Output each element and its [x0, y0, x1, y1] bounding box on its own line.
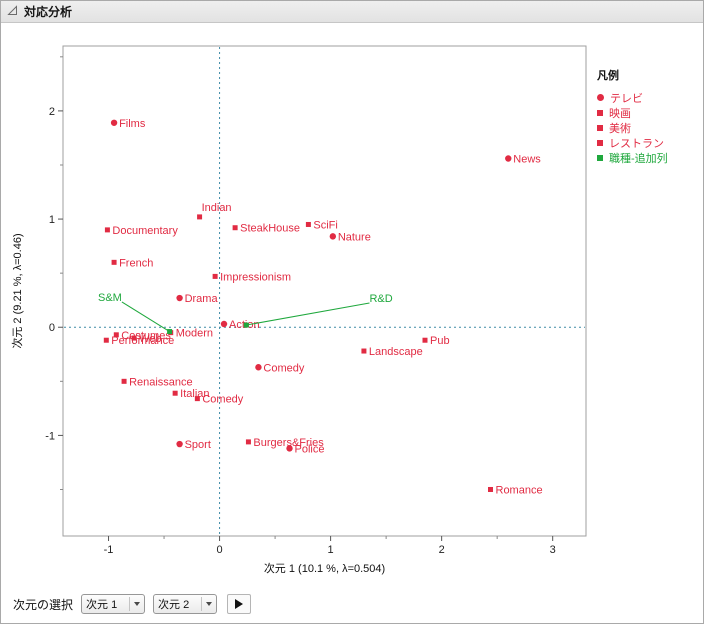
data-point-label: Renaissance — [129, 376, 193, 388]
data-point-label: Drama — [185, 293, 219, 305]
legend-item-movies[interactable]: 映画 — [597, 105, 668, 120]
data-point-marker[interactable] — [104, 227, 110, 233]
series-marker-icon — [597, 139, 603, 146]
data-point-marker[interactable] — [110, 119, 118, 126]
y-tick-label: 2 — [49, 106, 55, 118]
data-point-marker[interactable] — [197, 214, 203, 220]
series-marker-icon — [597, 154, 603, 161]
data-point-label: French — [119, 257, 153, 269]
x-tick-label: 1 — [328, 544, 334, 556]
data-point-marker[interactable] — [194, 396, 200, 402]
dimension2-value: 次元 2 — [158, 599, 190, 611]
dimension-select-label: 次元の選択 — [13, 597, 74, 612]
data-point-label: Romance — [496, 484, 543, 496]
data-point-marker[interactable] — [103, 337, 109, 343]
data-point-label: SciFi — [313, 219, 337, 231]
legend-item-restaurant[interactable]: レストラン — [597, 135, 668, 150]
x-tick-label: -1 — [104, 544, 114, 556]
series-marker-icon — [597, 109, 603, 116]
data-point-marker[interactable] — [361, 348, 367, 354]
data-point-label: S&M — [98, 292, 122, 304]
dimension1-dropdown[interactable]: 次元 1 — [81, 594, 146, 614]
leader-line — [121, 301, 170, 332]
chevron-down-icon — [129, 597, 141, 611]
data-point-marker[interactable] — [243, 322, 249, 328]
legend-item-label: レストラン — [609, 137, 664, 150]
data-point-marker[interactable] — [220, 320, 228, 328]
dimension2-dropdown[interactable]: 次元 2 — [153, 594, 218, 614]
data-point-marker[interactable] — [212, 273, 218, 279]
data-point-marker[interactable] — [422, 337, 428, 343]
x-tick-label: 0 — [217, 544, 223, 556]
apply-button[interactable] — [227, 594, 252, 614]
data-point-marker[interactable] — [255, 364, 262, 371]
data-point-label: Sport — [185, 439, 211, 451]
data-point-label: Documentary — [112, 225, 178, 237]
dimension1-value: 次元 1 — [86, 599, 118, 611]
data-point-label: Impressionism — [220, 271, 291, 283]
data-point-label: Italian — [180, 388, 209, 400]
plot-frame — [62, 45, 587, 537]
data-point-marker[interactable] — [167, 329, 173, 335]
data-point-marker[interactable] — [305, 221, 311, 227]
y-axis-label: 次元 2 (9.21 %, λ=0.46) — [10, 233, 24, 348]
dimension-controls: 次元の選択 次元 1 次元 2 — [13, 594, 252, 614]
data-point-label: News — [513, 153, 541, 165]
data-point-label: Performance — [111, 335, 174, 347]
data-point-marker[interactable] — [232, 225, 238, 231]
data-point-label: Burgers&Fries — [253, 437, 324, 449]
data-point-label: Landscape — [369, 346, 423, 358]
data-point-label: SteakHouse — [240, 223, 300, 235]
chevron-down-icon — [201, 597, 213, 611]
data-point-label: Web — [139, 333, 161, 345]
data-point-marker[interactable] — [329, 233, 337, 240]
data-point-label: Police — [295, 443, 325, 455]
leader-line — [246, 302, 370, 326]
y-tick-label: -1 — [45, 430, 55, 442]
data-point-marker[interactable] — [172, 390, 178, 396]
legend-item-label: テレビ — [610, 92, 643, 105]
data-point-marker[interactable] — [113, 332, 119, 338]
legend-item-label: 美術 — [609, 122, 631, 135]
legend-item-occupation[interactable]: 職種-追加列 — [597, 150, 668, 165]
data-point-label: Nature — [338, 231, 371, 243]
data-point-marker[interactable] — [176, 294, 183, 302]
data-point-label: Pub — [430, 335, 450, 347]
data-point-label: Indian — [202, 202, 232, 214]
disclosure-triangle-icon[interactable] — [7, 3, 18, 21]
data-point-label: Modern — [176, 328, 213, 340]
x-axis-label: 次元 1 (10.1 %, λ=0.504) — [264, 561, 385, 575]
data-point-marker[interactable] — [286, 445, 293, 452]
x-tick-label: 3 — [550, 544, 556, 556]
data-point-label: Comedy — [202, 394, 243, 406]
data-point-label: Films — [119, 118, 146, 130]
series-marker-icon — [597, 124, 603, 131]
series-marker-icon — [597, 94, 604, 101]
data-point-marker[interactable] — [121, 378, 127, 384]
page-title: 対応分析 — [24, 5, 73, 19]
legend-item-art[interactable]: 美術 — [597, 120, 668, 135]
data-point-marker[interactable] — [111, 259, 117, 265]
play-arrow-icon — [235, 599, 244, 609]
data-point-marker[interactable] — [245, 439, 251, 445]
data-point-marker[interactable] — [176, 440, 183, 448]
legend-title: 凡例 — [597, 70, 619, 82]
data-point-label: Comedy — [263, 362, 304, 374]
y-tick-label: 0 — [49, 322, 55, 334]
data-point-marker[interactable] — [505, 155, 512, 162]
y-tick-label: 1 — [49, 214, 55, 226]
data-point-label: R&D — [369, 293, 392, 305]
legend: 凡例 テレビ 映画 美術 レストラン 職種-追加列 — [597, 67, 668, 165]
data-point-marker[interactable] — [488, 486, 494, 492]
legend-item-tv[interactable]: テレビ — [597, 90, 668, 105]
legend-item-label: 職種-追加列 — [609, 152, 668, 165]
legend-item-label: 映画 — [609, 107, 631, 120]
data-point-marker[interactable] — [131, 335, 137, 341]
x-tick-label: 2 — [439, 544, 445, 556]
report-title-bar: 対応分析 — [1, 1, 703, 23]
